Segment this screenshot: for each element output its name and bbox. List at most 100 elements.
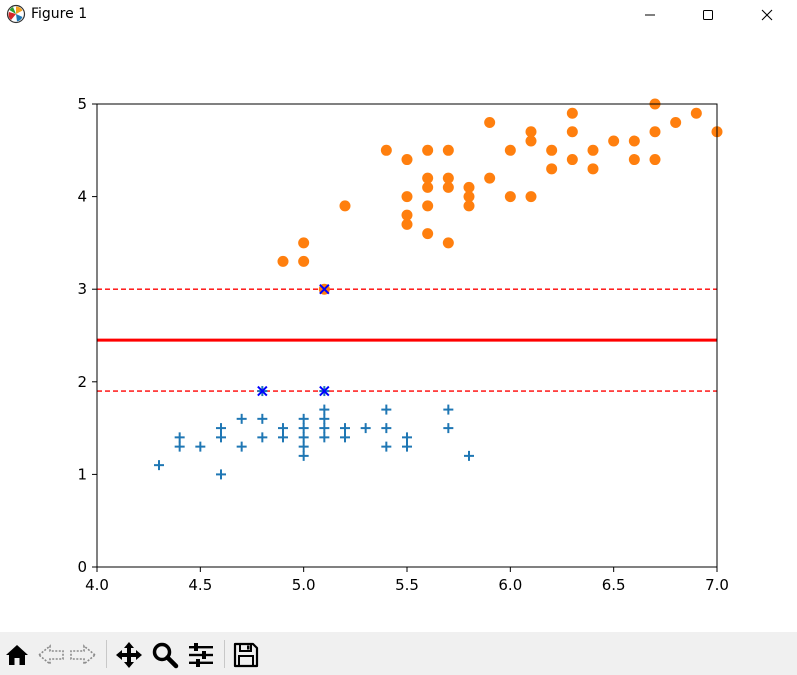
circle-point <box>504 191 516 203</box>
configure-button[interactable] <box>186 640 216 670</box>
plus-point <box>319 432 330 443</box>
plus-point <box>340 432 350 443</box>
circle-point <box>484 172 496 184</box>
circle-point <box>401 209 413 221</box>
plus-point <box>298 441 309 452</box>
window-title: Figure 1 <box>31 6 88 22</box>
circle-point <box>442 181 454 193</box>
circle-point <box>649 126 661 138</box>
pan-icon <box>116 642 142 668</box>
circle-point <box>608 135 620 147</box>
home-button[interactable] <box>2 640 32 670</box>
circle-point <box>422 181 434 193</box>
plus-point <box>402 432 412 443</box>
circle-point <box>587 163 599 175</box>
plus-point <box>174 432 185 443</box>
plus-point <box>298 450 309 461</box>
pan-button[interactable] <box>114 640 144 670</box>
axes-frame <box>96 103 718 568</box>
circle-point <box>525 191 537 203</box>
circle-point <box>566 126 578 138</box>
maximize-button[interactable] <box>679 0 737 30</box>
circle-point <box>401 154 413 166</box>
plus-point <box>402 441 412 452</box>
plus-point <box>278 423 288 434</box>
plus-point <box>360 423 371 434</box>
back-button[interactable] <box>36 640 66 670</box>
x-tick-label: 4.0 <box>85 576 109 594</box>
plus-point <box>216 423 226 434</box>
circle-point <box>401 191 413 203</box>
title-bar: Figure 1 <box>0 0 797 30</box>
circle-point <box>484 117 496 129</box>
circle-point <box>628 154 640 166</box>
circle-point <box>546 163 558 175</box>
circle-point <box>463 200 475 212</box>
plus-point <box>195 441 206 452</box>
circle-point <box>566 107 578 119</box>
plus-point <box>298 423 309 434</box>
data-points <box>154 98 723 480</box>
circle-point <box>463 191 475 203</box>
circle-point <box>442 172 454 184</box>
circle-point <box>690 107 702 119</box>
plus-point <box>381 404 392 415</box>
boundary-lines <box>97 288 717 392</box>
home-icon <box>6 645 28 665</box>
x-tick-label: 6.0 <box>498 576 522 594</box>
plus-point <box>319 404 330 415</box>
figure-canvas: 4.0 4.5 5.0 5.5 6.0 6.5 7.0 0 1 2 3 4 5 <box>0 30 797 632</box>
circle-point <box>422 228 434 240</box>
zoom-button[interactable] <box>150 640 180 670</box>
save-icon <box>233 642 259 668</box>
toolbar-separator <box>106 640 107 668</box>
x-tick-label: 5.5 <box>395 576 419 594</box>
configure-icon <box>189 643 213 667</box>
circle-point <box>628 135 640 147</box>
navigation-toolbar <box>0 632 797 675</box>
zoom-icon <box>152 642 179 669</box>
plus-point <box>257 432 268 443</box>
circle-point <box>525 135 537 147</box>
plus-point <box>278 432 288 443</box>
y-tick-label: 0 <box>77 558 87 576</box>
forward-button[interactable] <box>68 640 98 670</box>
circle-point <box>339 200 351 212</box>
forward-icon <box>70 644 97 666</box>
circle-point <box>525 126 537 138</box>
matplotlib-icon <box>6 4 26 24</box>
plus-point <box>298 432 309 443</box>
save-button[interactable] <box>231 640 261 670</box>
circle-point <box>463 181 475 193</box>
y-tick-label: 4 <box>77 188 87 206</box>
plus-point <box>174 441 185 452</box>
plus-point <box>443 423 454 434</box>
plus-point <box>236 441 247 452</box>
plus-point <box>154 460 164 471</box>
axis-ticks: 4.0 4.5 5.0 5.5 6.0 6.5 7.0 0 1 2 3 4 5 <box>77 95 728 594</box>
close-button[interactable] <box>738 0 796 30</box>
plus-point <box>319 413 330 424</box>
plus-point <box>381 423 392 434</box>
circle-point <box>277 255 289 267</box>
minimize-button[interactable] <box>621 0 679 30</box>
circle-point <box>442 144 454 156</box>
circle-point <box>504 144 516 156</box>
back-icon <box>37 644 64 666</box>
toolbar-separator <box>224 640 225 668</box>
close-icon <box>761 9 773 21</box>
plus-point <box>340 423 350 434</box>
minimize-icon <box>645 14 655 16</box>
plus-point <box>381 441 392 452</box>
plus-point <box>216 469 226 480</box>
x-tick-label: 4.5 <box>188 576 212 594</box>
circle-point <box>670 117 682 129</box>
plus-point <box>298 413 309 424</box>
circle-point <box>298 237 310 249</box>
circle-point <box>587 144 599 156</box>
plus-point <box>257 413 268 424</box>
circle-point <box>422 172 434 184</box>
y-tick-label: 5 <box>77 95 87 113</box>
circle-point <box>380 144 392 156</box>
x-tick-label: 5.0 <box>292 576 316 594</box>
